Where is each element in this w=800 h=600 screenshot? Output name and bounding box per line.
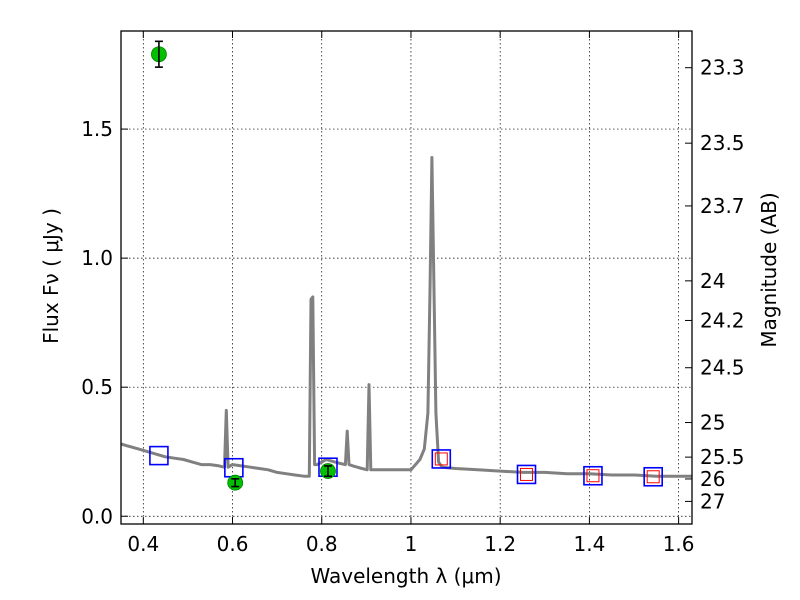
magnitude-tick-label: 23.3 — [700, 56, 745, 80]
x-axis-label: Wavelength λ (μm) — [310, 564, 501, 588]
magnitude-tick-label: 23.5 — [700, 131, 745, 155]
y-tick-label: 0.0 — [81, 504, 113, 528]
y-tick-label: 1.5 — [81, 117, 113, 141]
magnitude-tick-label: 24.2 — [700, 308, 745, 332]
axis-ticks: 0.4 0.6 0.8 1 1.2 1.4 1.6 0.0 0.5 1.0 1.5 23.3 23.5 2… — [81, 31, 745, 556]
model-photometry-square — [431, 449, 452, 469]
magnitude-tick-label: 27 — [700, 489, 725, 513]
x-tick-label: 0.6 — [217, 532, 249, 556]
series-layer — [120, 40, 692, 491]
measured-photometry-square — [434, 452, 448, 466]
model-photometry-square — [643, 466, 663, 487]
magnitude-tick-label: 24 — [700, 269, 725, 293]
spectrum-line — [120, 156, 692, 478]
magnitude-tick-label: 26 — [700, 467, 725, 491]
magnitude-tick-label: 24.5 — [700, 356, 745, 380]
measured-photometry-square — [646, 470, 660, 484]
magnitude-tick-label: 23.7 — [700, 194, 745, 218]
grid — [121, 31, 692, 524]
x-tick-label: 1.2 — [484, 532, 516, 556]
model-photometry-square — [516, 464, 537, 485]
plot-area-frame — [120, 30, 693, 525]
model-photometry-square — [583, 465, 603, 486]
y-tick-label: 0.5 — [81, 375, 113, 399]
y-tick-label: 1.0 — [81, 246, 113, 270]
x-tick-label: 0.4 — [127, 532, 159, 556]
measured-photometry-square — [586, 469, 600, 483]
measured-photometry-square — [519, 467, 533, 481]
y2-axis-label: Magnitude (AB) — [757, 192, 781, 347]
magnitude-tick-label: 25.5 — [700, 445, 745, 469]
model-photometry-square — [149, 445, 169, 466]
x-tick-label: 1 — [405, 532, 418, 556]
x-tick-label: 0.8 — [306, 532, 338, 556]
magnitude-tick-label: 25 — [700, 411, 725, 435]
x-tick-label: 1.6 — [663, 532, 695, 556]
y-axis-label: Flux Fν ( μJy ) — [39, 208, 63, 344]
x-tick-label: 1.4 — [573, 532, 605, 556]
